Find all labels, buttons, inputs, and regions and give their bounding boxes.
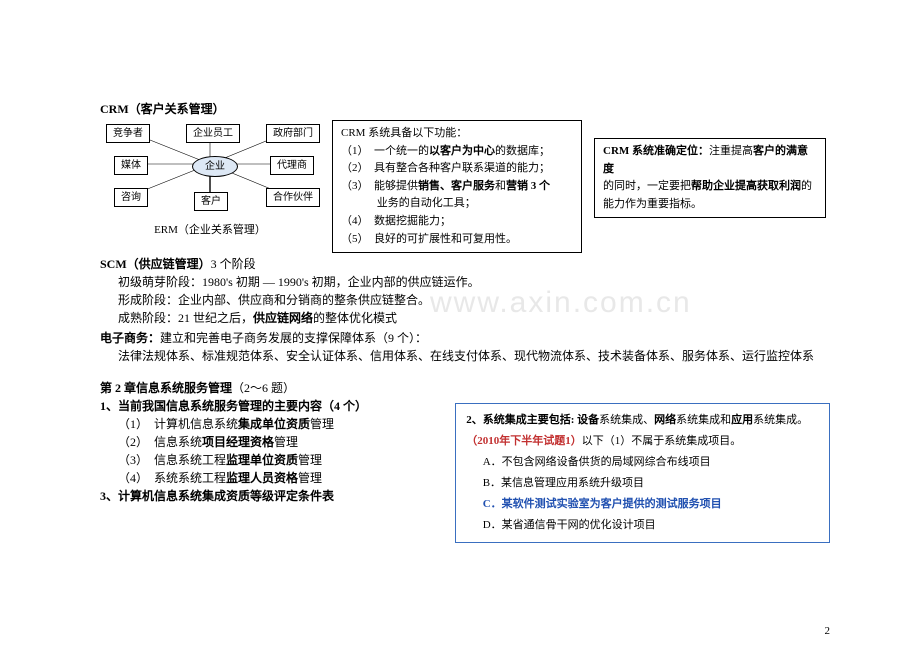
ch2-i3: （3） 信息系统工程监理单位资质管理 [100, 451, 425, 469]
question-box: 2、系统集成主要包括: 设备系统集成、网络系统集成和应用系统集成。 （2010年… [455, 403, 830, 542]
qbox-optC: C．某软件测试实验室为客户提供的测试服务项目 [466, 494, 819, 515]
ch2-title: 第 2 章信息系统服务管理（2～6 题） [100, 379, 830, 397]
func-head: CRM 系统具备以下功能： [341, 125, 573, 143]
ch2-q1-head: 1、当前我国信息系统服务管理的主要内容（4 个） [100, 397, 425, 415]
ecom-body: 法律法规体系、标准规范体系、安全认证体系、信用体系、在线支付体系、现代物流体系、… [100, 347, 830, 365]
node-competitor: 竞争者 [106, 124, 150, 143]
ch2-i4: （4） 系统系统工程监理人员资格管理 [100, 469, 425, 487]
crm-row: 竞争者 企业员工 政府部门 媒体 企业 代理商 咨询 客户 合作伙伴 ERM（企… [100, 120, 830, 253]
node-customer: 客户 [194, 192, 228, 211]
func-4: （4） 数据挖掘能力； [341, 213, 573, 231]
ch2-two-col: 1、当前我国信息系统服务管理的主要内容（4 个） （1） 计算机信息系统集成单位… [100, 397, 830, 542]
ch2-left: 1、当前我国信息系统服务管理的主要内容（4 个） （1） 计算机信息系统集成单位… [100, 397, 425, 505]
pos-l1: CRM 系统准确定位：注重提高客户的满意度 [603, 143, 817, 178]
qbox-l1: 2、系统集成主要包括: 设备系统集成、网络系统集成和应用系统集成。 [466, 410, 819, 431]
node-gov: 政府部门 [266, 124, 320, 143]
func-5: （5） 良好的可扩展性和可复用性。 [341, 231, 573, 249]
ch2-i2: （2） 信息系统项目经理资格管理 [100, 433, 425, 451]
node-consult: 咨询 [114, 188, 148, 207]
func-3a: （3） 能够提供销售、客户服务和营销 3 个 [341, 178, 573, 196]
func-1: （1） 一个统一的以客户为中心的数据库； [341, 143, 573, 161]
pos-l2: 的同时，一定要把帮助企业提高获取利润的 [603, 178, 817, 196]
qbox-optB: B．某信息管理应用系统升级项目 [466, 473, 819, 494]
ch2-q3-head: 3、计算机信息系统集成资质等级评定条件表 [100, 487, 425, 505]
qbox-l2: （2010年下半年试题1）以下（1）不属于系统集成项目。 [466, 431, 819, 452]
erm-caption: ERM（企业关系管理） [100, 222, 320, 239]
node-agent: 代理商 [270, 156, 314, 175]
erm-diagram: 竞争者 企业员工 政府部门 媒体 企业 代理商 咨询 客户 合作伙伴 [100, 120, 320, 220]
func-2: （2） 具有整合各种客户联系渠道的能力； [341, 160, 573, 178]
ecom-head: 电子商务：建立和完善电子商务发展的支撑保障体系（9 个）： [100, 329, 830, 347]
crm-pos-box: CRM 系统准确定位：注重提高客户的满意度 的同时，一定要把帮助企业提高获取利润… [594, 138, 826, 218]
pos-l3: 能力作为重要指标。 [603, 196, 817, 214]
func-3b: 业务的自动化工具； [341, 195, 573, 213]
erm-diagram-wrap: 竞争者 企业员工 政府部门 媒体 企业 代理商 咨询 客户 合作伙伴 ERM（企… [100, 120, 320, 239]
qbox-optA: A．不包含网络设备供货的局域网综合布线项目 [466, 452, 819, 473]
crm-func-box: CRM 系统具备以下功能： （1） 一个统一的以客户为中心的数据库； （2） 具… [332, 120, 582, 253]
scm-stage2: 形成阶段：企业内部、供应商和分销商的整条供应链整合。 [100, 291, 830, 309]
node-media: 媒体 [114, 156, 148, 175]
node-partner: 合作伙伴 [266, 188, 320, 207]
node-center: 企业 [192, 156, 238, 177]
qbox-optD: D．某省通信骨干网的优化设计项目 [466, 515, 819, 536]
node-staff: 企业员工 [186, 124, 240, 143]
crm-title: CRM（客户关系管理） [100, 100, 830, 118]
scm-title: SCM（供应链管理）3 个阶段 [100, 255, 830, 273]
scm-stage1: 初级萌芽阶段：1980's 初期 — 1990's 初期，企业内部的供应链运作。 [100, 273, 830, 291]
scm-stage3: 成熟阶段：21 世纪之后，供应链网络的整体优化模式 [100, 309, 830, 327]
page-number: 2 [825, 623, 831, 640]
ch2-i1: （1） 计算机信息系统集成单位资质管理 [100, 415, 425, 433]
